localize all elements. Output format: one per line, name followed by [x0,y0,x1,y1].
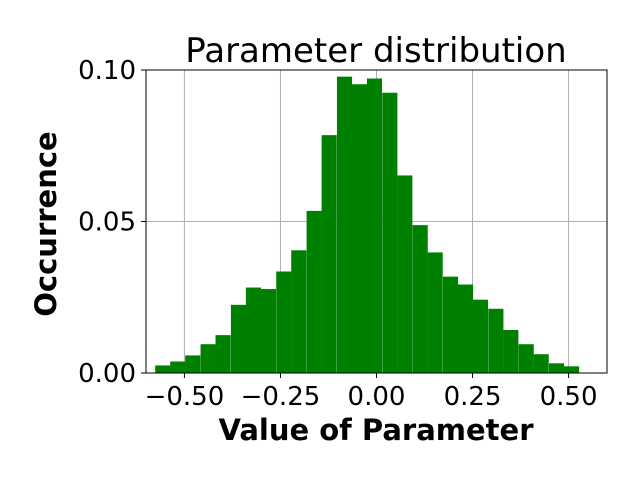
histogram-bars [155,76,580,373]
histogram-bar-25 [533,354,549,373]
histogram-bar-12 [336,76,353,373]
histogram-bar-5 [230,304,247,373]
histogram-bar-26 [548,363,565,373]
y-tick-label-1: 0.05 [78,208,136,238]
x-tick-label-2: 0.00 [348,382,406,412]
histogram-bar-2 [185,355,201,373]
y-axis-ticks: 0.00 0.05 0.10 [78,56,146,389]
histogram-bar-16 [397,175,413,373]
histogram-bar-9 [291,250,307,373]
y-axis-label: Occurrence [29,131,63,316]
x-tick-label-3: 0.25 [444,382,502,412]
histogram-bar-24 [518,344,534,373]
histogram-bar-7 [260,289,277,373]
x-tick-label-1: −0.25 [241,382,321,412]
histogram-bar-13 [351,84,368,373]
histogram-bar-8 [276,271,292,373]
histogram-bar-23 [503,329,519,373]
histogram-bar-19 [442,276,459,373]
histogram-bar-14 [366,78,383,373]
x-tick-label-4: 0.50 [540,382,598,412]
histogram-bar-3 [200,344,216,373]
histogram-bar-11 [321,135,337,373]
histogram-bar-0 [155,365,171,373]
histogram-bar-1 [170,361,186,373]
x-axis-ticks: −0.50 −0.25 0.00 0.25 0.50 [145,373,598,412]
histogram-bar-18 [427,252,443,373]
x-tick-label-0: −0.50 [145,382,225,412]
y-tick-label-0: 0.00 [78,359,136,389]
histogram-bar-27 [563,366,580,373]
histogram-bar-15 [382,92,398,373]
histogram-bar-20 [457,284,474,373]
histogram-bar-21 [472,299,489,373]
histogram-bar-22 [488,308,504,373]
histogram-bar-10 [306,210,322,373]
y-tick-label-2: 0.10 [78,56,136,86]
histogram-bar-17 [412,225,428,373]
histogram-bar-4 [215,335,231,373]
chart-title: Parameter distribution [185,31,566,71]
x-axis-label: Value of Parameter [218,413,534,447]
histogram-bar-6 [245,287,262,373]
